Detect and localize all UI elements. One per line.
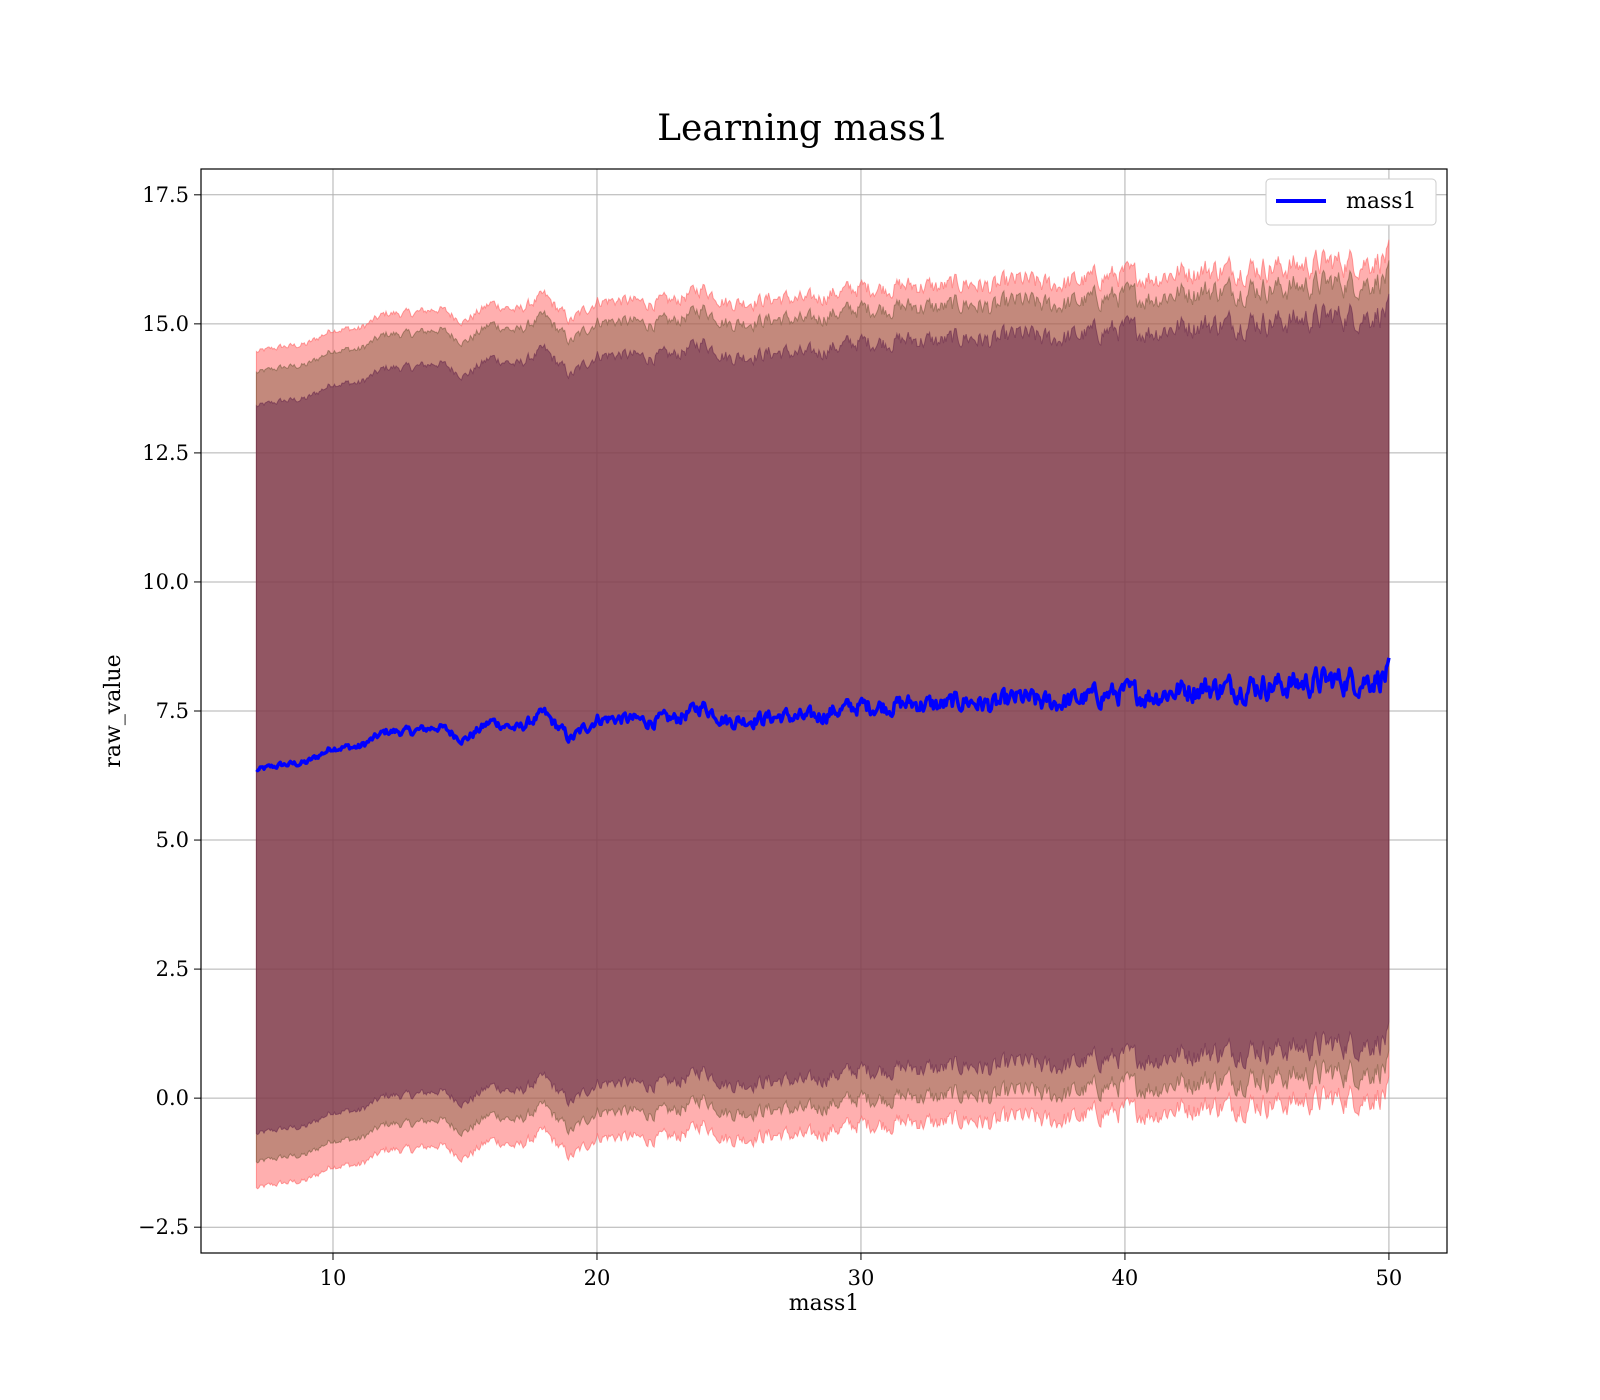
y-axis-label: raw_value	[101, 654, 126, 767]
y-tick-label: 7.5	[156, 699, 189, 723]
y-tick-label: 17.5	[142, 183, 189, 207]
y-tick-label: 15.0	[142, 312, 189, 336]
x-tick-label: 50	[1376, 1266, 1403, 1290]
y-tick-label: 2.5	[156, 957, 189, 981]
legend: mass1	[1265, 178, 1437, 226]
x-tick-label: 30	[848, 1266, 875, 1290]
y-tick-label: 12.5	[142, 441, 189, 465]
y-tick-label: 10.0	[142, 570, 189, 594]
legend-label-mass1: mass1	[1346, 189, 1417, 214]
axis-ticks: 10 20 30 40 50 −2.5 0.0 2.5 5.0 7.5 10.0 12.5 15.0 17…	[138, 183, 1402, 1290]
x-tick-label: 20	[584, 1266, 611, 1290]
series-lines	[255, 657, 1391, 773]
x-tick-label: 10	[320, 1266, 347, 1290]
series-line-mass1	[255, 657, 1391, 773]
y-tick-label: −2.5	[138, 1215, 189, 1239]
y-tick-label: 0.0	[156, 1086, 189, 1110]
chart-title: Learning mass1	[657, 108, 949, 149]
x-axis-label: mass1	[789, 1291, 860, 1316]
x-tick-label: 40	[1112, 1266, 1139, 1290]
y-tick-label: 5.0	[156, 828, 189, 852]
legend-box	[1265, 178, 1437, 226]
confidence-bands	[255, 239, 1390, 1190]
